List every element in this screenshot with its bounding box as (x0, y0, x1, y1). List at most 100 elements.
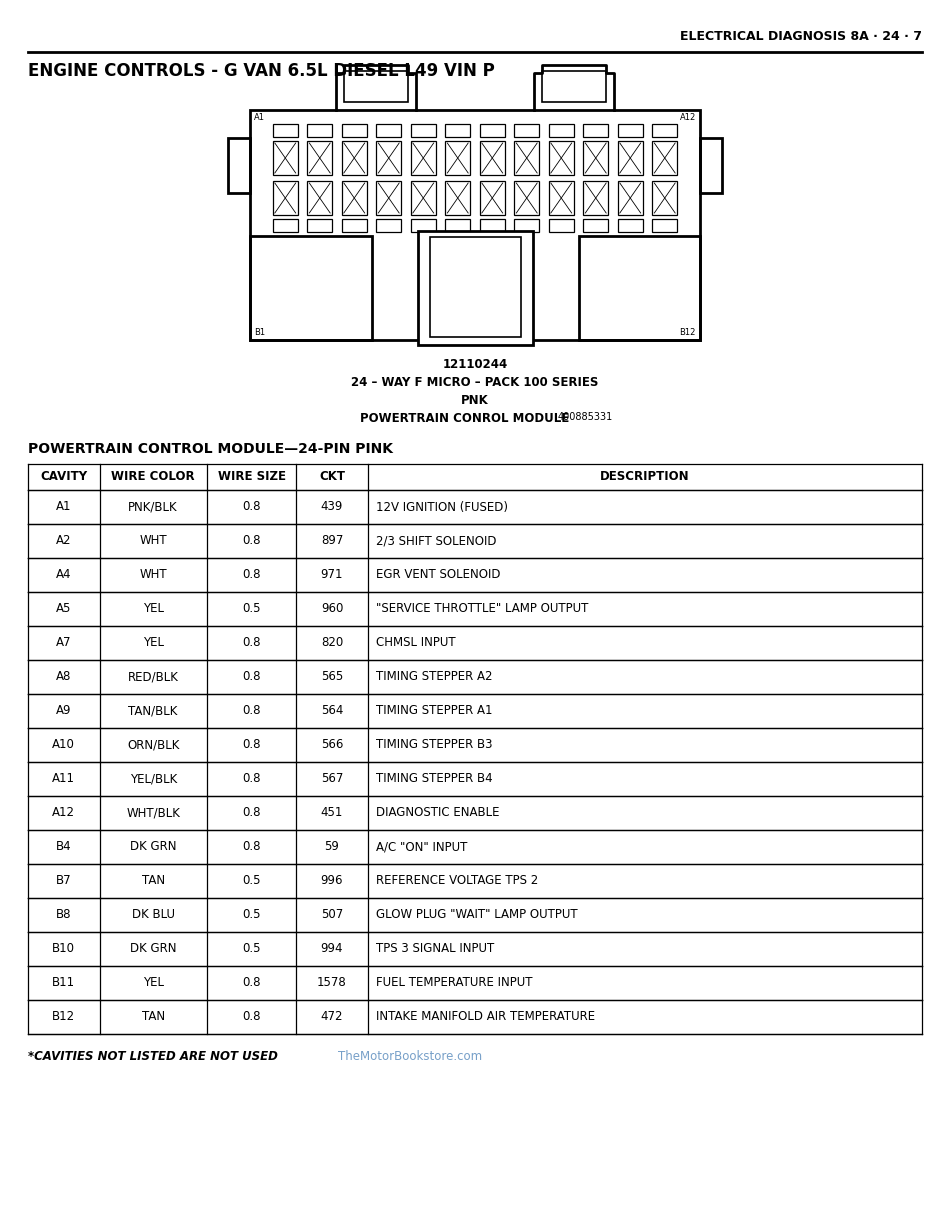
Text: A1: A1 (56, 500, 71, 514)
Bar (653, 219, 677, 232)
Text: REFERENCE VOLTAGE TPS 2: REFERENCE VOLTAGE TPS 2 (375, 875, 538, 887)
Text: 451: 451 (321, 806, 343, 820)
Text: A12: A12 (680, 113, 696, 122)
Bar (583, 141, 608, 175)
Text: DIAGNOSTIC ENABLE: DIAGNOSTIC ENABLE (375, 806, 499, 820)
Bar (542, 71, 606, 102)
Bar (549, 219, 574, 232)
Bar (250, 236, 371, 340)
Bar (376, 124, 401, 136)
Bar (618, 181, 642, 215)
Bar (583, 219, 608, 232)
Bar (342, 219, 367, 232)
Text: 439: 439 (321, 500, 343, 514)
Bar (410, 124, 436, 136)
Text: A2: A2 (56, 535, 71, 547)
Bar (376, 141, 401, 175)
Bar (549, 124, 574, 136)
Bar (273, 181, 297, 215)
Text: A1: A1 (254, 113, 265, 122)
Bar (653, 181, 677, 215)
Bar (250, 111, 700, 340)
Bar (273, 141, 297, 175)
Text: CKT: CKT (319, 471, 345, 483)
Bar (228, 138, 250, 193)
Bar (308, 219, 332, 232)
Bar (446, 181, 470, 215)
Text: 24 – WAY F MICRO – PACK 100 SERIES: 24 – WAY F MICRO – PACK 100 SERIES (352, 376, 598, 390)
Text: DK GRN: DK GRN (130, 943, 177, 955)
Bar (308, 181, 332, 215)
Bar (583, 124, 608, 136)
Bar (700, 138, 722, 193)
Bar (429, 237, 521, 337)
Text: 0.8: 0.8 (242, 637, 260, 649)
Text: CHMSL INPUT: CHMSL INPUT (375, 637, 455, 649)
Text: A/C "ON" INPUT: A/C "ON" INPUT (375, 841, 467, 853)
Text: 0.8: 0.8 (242, 1010, 260, 1024)
Text: ENGINE CONTROLS - G VAN 6.5L DIESEL L49 VIN P: ENGINE CONTROLS - G VAN 6.5L DIESEL L49 … (28, 61, 495, 80)
Text: PNK/BLK: PNK/BLK (128, 500, 178, 514)
Text: B10: B10 (52, 943, 75, 955)
Text: B4: B4 (56, 841, 71, 853)
Text: CAVITY: CAVITY (40, 471, 87, 483)
Text: 0.5: 0.5 (242, 908, 260, 922)
Text: B12: B12 (679, 328, 696, 337)
Text: GLOW PLUG "WAIT" LAMP OUTPUT: GLOW PLUG "WAIT" LAMP OUTPUT (375, 908, 578, 922)
Bar (653, 141, 677, 175)
Bar (480, 219, 504, 232)
Text: YEL: YEL (142, 602, 163, 616)
Text: 0.8: 0.8 (242, 704, 260, 718)
Bar (514, 124, 540, 136)
Text: WHT: WHT (140, 535, 167, 547)
Text: 0.8: 0.8 (242, 569, 260, 581)
Text: 400885331: 400885331 (558, 412, 613, 422)
Text: A8: A8 (56, 671, 71, 683)
Text: 565: 565 (321, 671, 343, 683)
Bar (376, 219, 401, 232)
Text: FUEL TEMPERATURE INPUT: FUEL TEMPERATURE INPUT (375, 977, 532, 989)
Text: DESCRIPTION: DESCRIPTION (600, 471, 690, 483)
Text: B8: B8 (56, 908, 71, 922)
Bar (344, 71, 408, 102)
Text: 0.8: 0.8 (242, 806, 260, 820)
Text: 0.8: 0.8 (242, 500, 260, 514)
Text: 59: 59 (325, 841, 339, 853)
Bar (446, 124, 470, 136)
Bar (446, 141, 470, 175)
Text: DK GRN: DK GRN (130, 841, 177, 853)
Text: 507: 507 (321, 908, 343, 922)
Text: 1578: 1578 (317, 977, 347, 989)
Text: 0.8: 0.8 (242, 977, 260, 989)
Bar (308, 141, 332, 175)
Text: 0.5: 0.5 (242, 875, 260, 887)
Text: 0.8: 0.8 (242, 773, 260, 785)
Text: B11: B11 (52, 977, 75, 989)
Bar (273, 124, 297, 136)
Bar (376, 181, 401, 215)
Bar (618, 219, 642, 232)
Bar (514, 219, 540, 232)
Bar (342, 141, 367, 175)
Text: YEL/BLK: YEL/BLK (129, 773, 177, 785)
Text: TAN: TAN (142, 1010, 164, 1024)
Text: 994: 994 (321, 943, 343, 955)
Text: B1: B1 (254, 328, 265, 337)
Text: 0.8: 0.8 (242, 739, 260, 751)
Text: EGR VENT SOLENOID: EGR VENT SOLENOID (375, 569, 501, 581)
Text: 820: 820 (321, 637, 343, 649)
Bar (308, 124, 332, 136)
Text: 566: 566 (321, 739, 343, 751)
Text: YEL: YEL (142, 977, 163, 989)
Text: 12V IGNITION (FUSED): 12V IGNITION (FUSED) (375, 500, 507, 514)
Text: 2/3 SHIFT SOLENOID: 2/3 SHIFT SOLENOID (375, 535, 496, 547)
Text: TIMING STEPPER A2: TIMING STEPPER A2 (375, 671, 492, 683)
Bar (514, 141, 540, 175)
Text: TAN/BLK: TAN/BLK (128, 704, 178, 718)
Text: B7: B7 (56, 875, 71, 887)
Text: 0.8: 0.8 (242, 671, 260, 683)
Bar (549, 181, 574, 215)
Text: A11: A11 (52, 773, 75, 785)
Text: 564: 564 (321, 704, 343, 718)
Text: WIRE SIZE: WIRE SIZE (218, 471, 286, 483)
